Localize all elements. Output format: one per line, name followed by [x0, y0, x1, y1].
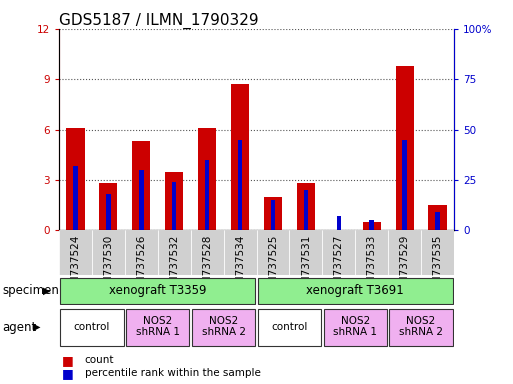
- Bar: [66, 128, 85, 230]
- Bar: [322, 230, 355, 275]
- Text: GSM737525: GSM737525: [268, 235, 278, 298]
- Text: GSM737527: GSM737527: [334, 235, 344, 298]
- Bar: [165, 172, 183, 230]
- Text: ▶: ▶: [43, 286, 50, 296]
- Text: GSM737531: GSM737531: [301, 235, 311, 298]
- Bar: [402, 140, 407, 230]
- Text: GSM737530: GSM737530: [104, 235, 113, 298]
- Text: GSM737526: GSM737526: [136, 235, 146, 298]
- Bar: [139, 170, 144, 230]
- Text: specimen: specimen: [3, 284, 60, 297]
- Bar: [192, 309, 255, 346]
- Text: agent: agent: [3, 321, 37, 334]
- Text: ■: ■: [62, 354, 73, 367]
- Bar: [258, 309, 321, 346]
- Text: NOS2
shRNA 2: NOS2 shRNA 2: [399, 316, 443, 338]
- Bar: [428, 205, 447, 230]
- Bar: [125, 230, 158, 275]
- Bar: [289, 230, 322, 275]
- Text: NOS2
shRNA 1: NOS2 shRNA 1: [333, 316, 377, 338]
- Text: GSM737534: GSM737534: [235, 235, 245, 298]
- Bar: [61, 278, 255, 304]
- Bar: [421, 230, 454, 275]
- Bar: [363, 222, 381, 230]
- Text: GDS5187 / ILMN_1790329: GDS5187 / ILMN_1790329: [59, 13, 259, 29]
- Text: NOS2
shRNA 1: NOS2 shRNA 1: [136, 316, 180, 338]
- Text: count: count: [85, 355, 114, 365]
- Bar: [172, 182, 176, 230]
- Text: GSM737533: GSM737533: [367, 235, 377, 298]
- Bar: [92, 230, 125, 275]
- Bar: [355, 230, 388, 275]
- Text: GSM737532: GSM737532: [169, 235, 179, 298]
- Bar: [231, 84, 249, 230]
- Bar: [297, 184, 315, 230]
- Bar: [100, 184, 117, 230]
- Text: control: control: [271, 321, 308, 331]
- Bar: [324, 309, 387, 346]
- Bar: [132, 141, 150, 230]
- Text: GSM737524: GSM737524: [70, 235, 81, 298]
- Bar: [191, 230, 224, 275]
- Bar: [61, 309, 124, 346]
- Bar: [369, 220, 374, 230]
- Bar: [238, 140, 242, 230]
- Text: xenograft T3359: xenograft T3359: [109, 284, 207, 297]
- Bar: [205, 160, 209, 230]
- Bar: [388, 230, 421, 275]
- Bar: [258, 278, 452, 304]
- Bar: [198, 128, 216, 230]
- Text: GSM737535: GSM737535: [432, 235, 443, 298]
- Bar: [73, 166, 77, 230]
- Bar: [337, 216, 341, 230]
- Bar: [158, 230, 191, 275]
- Bar: [224, 230, 256, 275]
- Bar: [389, 309, 452, 346]
- Bar: [126, 309, 189, 346]
- Bar: [304, 190, 308, 230]
- Bar: [271, 200, 275, 230]
- Text: NOS2
shRNA 2: NOS2 shRNA 2: [202, 316, 246, 338]
- Text: percentile rank within the sample: percentile rank within the sample: [85, 368, 261, 378]
- Bar: [396, 66, 413, 230]
- Text: xenograft T3691: xenograft T3691: [306, 284, 404, 297]
- Text: control: control: [74, 321, 110, 331]
- Bar: [264, 197, 282, 230]
- Text: ▶: ▶: [33, 322, 41, 332]
- Text: ■: ■: [62, 367, 73, 380]
- Bar: [106, 194, 111, 230]
- Bar: [256, 230, 289, 275]
- Text: GSM737529: GSM737529: [400, 235, 409, 298]
- Bar: [59, 230, 92, 275]
- Text: GSM737528: GSM737528: [202, 235, 212, 298]
- Bar: [436, 212, 440, 230]
